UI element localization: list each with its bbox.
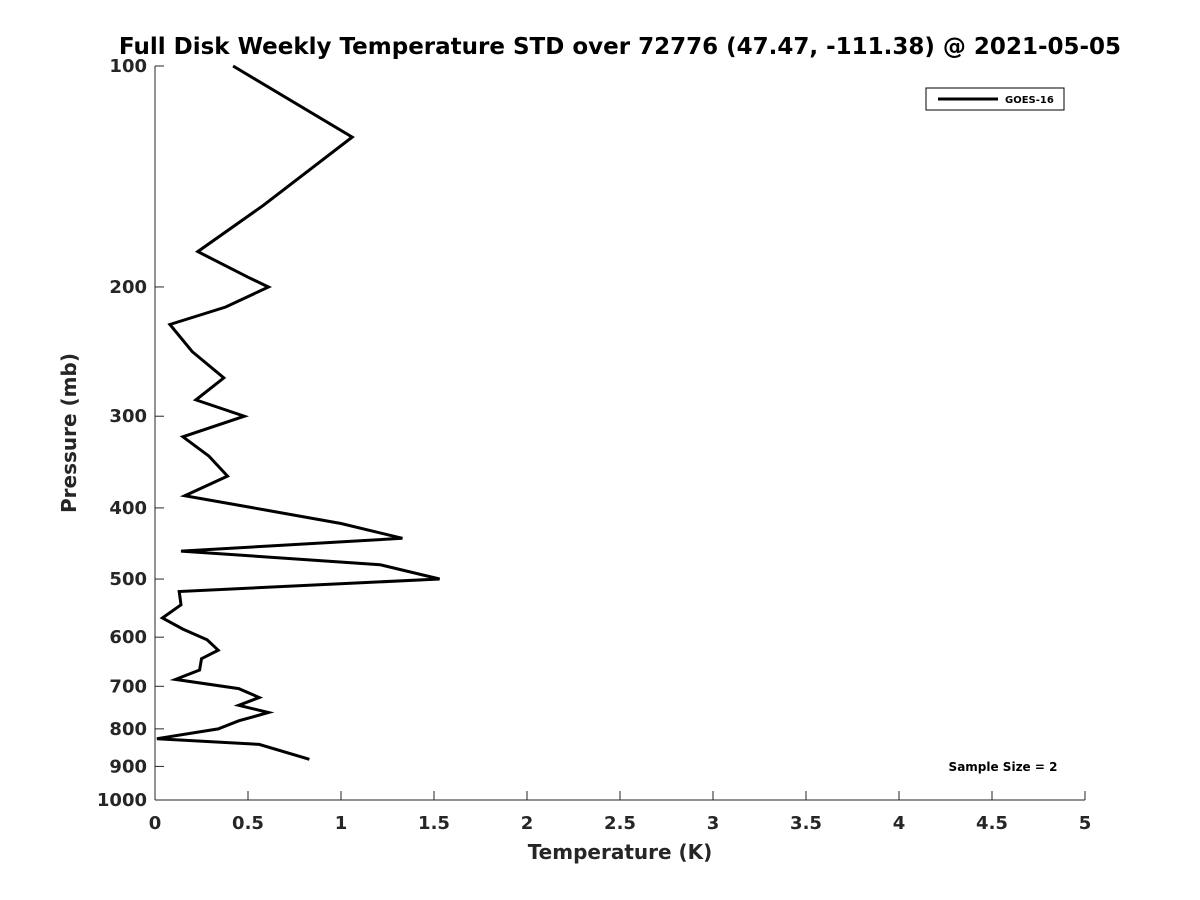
y-tick-label: 200 (109, 277, 147, 298)
series-line-goes-16 (156, 64, 440, 761)
y-tick-label: 500 (109, 569, 147, 590)
y-tick-label: 300 (109, 406, 147, 427)
x-axis-label: Temperature (K) (528, 840, 713, 864)
plot-lines (156, 64, 440, 761)
x-tick-label: 4 (893, 813, 906, 834)
y-tick-label: 600 (109, 627, 147, 648)
y-tick-label: 100 (109, 56, 147, 77)
x-tick-label: 1 (335, 813, 348, 834)
chart-title: Full Disk Weekly Temperature STD over 72… (119, 34, 1121, 60)
x-tick-label: 5 (1079, 813, 1092, 834)
x-tick-label: 2 (521, 813, 534, 834)
x-tick-label: 1.5 (418, 813, 450, 834)
x-tick-label: 0.5 (232, 813, 264, 834)
y-tick-label: 900 (109, 756, 147, 777)
y-tick-label: 700 (109, 676, 147, 697)
legend-entry-goes-16: GOES-16 (1005, 95, 1054, 106)
x-tick-label: 3.5 (790, 813, 822, 834)
sample-size-annotation: Sample Size = 2 (949, 760, 1058, 774)
y-tick-label: 1000 (97, 790, 147, 811)
y-tick-label: 400 (109, 498, 147, 519)
x-tick-label: 0 (149, 813, 162, 834)
axes: 0 0.5 1 1.5 2 2.5 3 3.5 4 4.5 5 100 200 300 400 500 600 7… (97, 56, 1091, 834)
y-axis-label: Pressure (mb) (57, 353, 81, 513)
legend: GOES-16 (925, 87, 1065, 111)
x-tick-label: 4.5 (976, 813, 1008, 834)
x-tick-label: 2.5 (604, 813, 636, 834)
x-tick-label: 3 (707, 813, 720, 834)
y-tick-label: 800 (109, 719, 147, 740)
